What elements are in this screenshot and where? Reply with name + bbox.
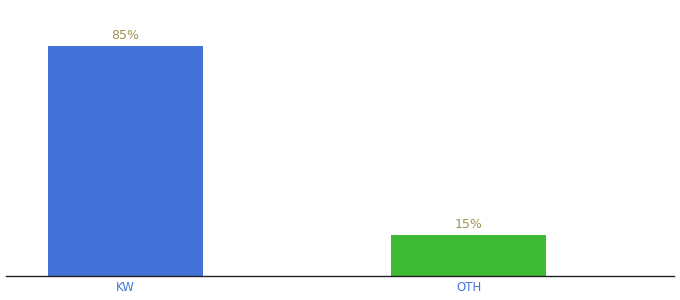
- Text: 85%: 85%: [112, 29, 139, 42]
- Text: 15%: 15%: [455, 218, 483, 231]
- Bar: [48, 46, 203, 276]
- Bar: [392, 235, 546, 276]
